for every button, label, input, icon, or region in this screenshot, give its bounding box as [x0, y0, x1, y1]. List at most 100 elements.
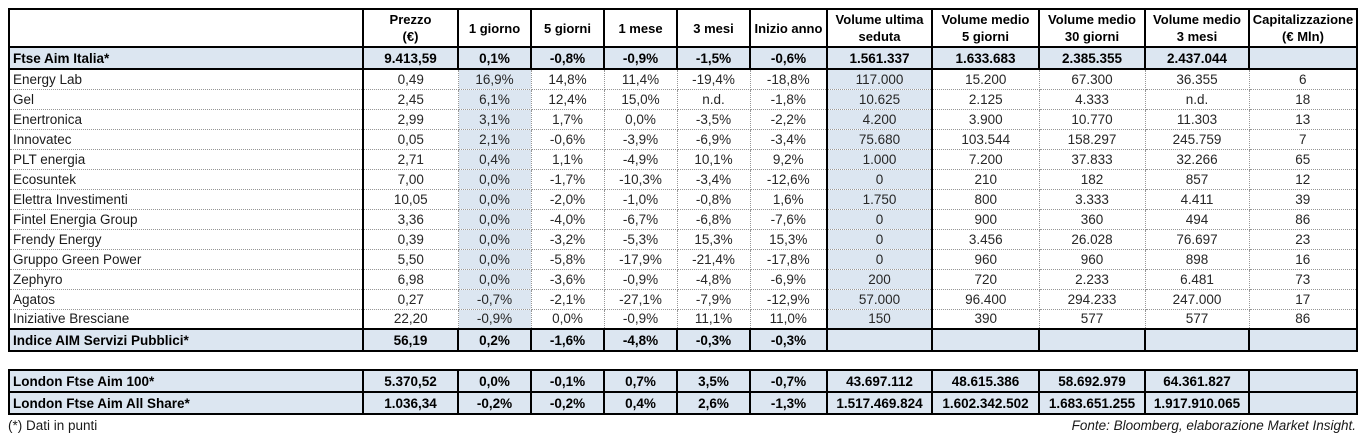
value-cell: 2.437.044: [1145, 46, 1250, 70]
value-cell: -7,6%: [750, 209, 828, 230]
value-cell: -1,6%: [531, 328, 605, 352]
value-cell: -6,7%: [604, 209, 678, 230]
column-header-line2: 5 giorni: [962, 29, 1009, 44]
value-cell: 5.370,52: [362, 369, 459, 393]
value-cell: -3,4%: [677, 169, 751, 190]
value-cell: 3,1%: [458, 109, 532, 130]
value-cell: 857: [1145, 169, 1250, 190]
value-cell: 2,6%: [676, 391, 751, 415]
london-table: London Ftse Aim 100* 5.370,52 0,0% -0,1% 0,7…: [8, 369, 1358, 415]
value-cell: 12,4%: [531, 89, 605, 110]
column-header-line1: 1 giorno: [468, 20, 521, 36]
value-cell: 10,05: [363, 189, 459, 210]
value-cell: -3,6%: [531, 269, 605, 290]
value-cell: 10,1%: [677, 149, 751, 170]
row-label: Innovatec: [9, 129, 364, 150]
value-cell: 182: [1039, 169, 1146, 190]
value-cell: -17,8%: [750, 249, 828, 270]
table-row: Ftse Aim Italia* 9.413,59 0,1% -0,8% -0,9% -1…: [9, 46, 1357, 70]
value-cell: -0,6%: [531, 129, 605, 150]
value-cell: [1248, 369, 1358, 393]
column-header-line2: 3 mesi: [1176, 29, 1218, 44]
aim-italia-table: Prezzo (€) 1 giorno 5 giorni 1 mese 3 mesi Ini…: [8, 8, 1358, 352]
value-cell: 67.300: [1039, 69, 1146, 90]
value-cell: 0,27: [363, 289, 459, 310]
value-cell: -19,4%: [677, 69, 751, 90]
value-cell: -6,9%: [677, 129, 751, 150]
table-row: Indice AIM Servizi Pubblici* 56,19 0,2% -1,…: [9, 328, 1357, 352]
value-cell: -4,9%: [604, 149, 678, 170]
value-cell: 0,0%: [458, 249, 532, 270]
value-cell: -4,8%: [677, 269, 751, 290]
value-cell: -10,3%: [604, 169, 678, 190]
table-row: Ecosuntek 7,00 0,0% -1,7% -10,3% -3,4% -12,6% 0…: [9, 169, 1357, 190]
value-cell: 800: [932, 189, 1040, 210]
value-cell: -0,6%: [750, 46, 828, 70]
value-cell: -3,9%: [604, 129, 678, 150]
value-cell: 6.481: [1145, 269, 1250, 290]
value-cell: -12,6%: [750, 169, 828, 190]
value-cell: 103.544: [932, 129, 1040, 150]
value-cell: 577: [1145, 309, 1250, 330]
value-cell: 4.200: [827, 109, 933, 130]
value-cell: 23: [1249, 229, 1357, 250]
value-cell: 86: [1249, 209, 1357, 230]
value-cell: 390: [932, 309, 1040, 330]
column-header-inizio-anno: Inizio anno: [749, 8, 828, 48]
value-cell: 16,9%: [458, 69, 532, 90]
value-cell: 1,1%: [531, 149, 605, 170]
value-cell: 898: [1145, 249, 1250, 270]
value-cell: 48.615.386: [931, 369, 1040, 393]
value-cell: -0,7%: [458, 289, 532, 310]
value-cell: 2.233: [1039, 269, 1146, 290]
value-cell: 11,4%: [604, 69, 678, 90]
table-row: Agatos 0,27 -0,7% -2,1% -27,1% -7,9% -12,9% 57.…: [9, 289, 1357, 310]
value-cell: 36.355: [1145, 69, 1250, 90]
footer: (*) Dati in punti Fonte: Bloomberg, elab…: [8, 415, 1356, 433]
value-cell: 0,0%: [458, 269, 532, 290]
value-cell: -12,9%: [750, 289, 828, 310]
value-cell: 158.297: [1039, 129, 1146, 150]
value-cell: 0,1%: [458, 46, 532, 70]
header-row: Prezzo (€) 1 giorno 5 giorni 1 mese 3 mesi Ini…: [8, 8, 1358, 48]
row-label: Indice AIM Servizi Pubblici*: [9, 328, 364, 352]
table-row: London Ftse Aim All Share* 1.036,34 -0,2% -…: [8, 391, 1358, 415]
value-cell: 1,6%: [750, 189, 828, 210]
value-cell: 11,0%: [750, 309, 828, 330]
row-label: Iniziative Bresciane: [9, 309, 364, 330]
corner-cell: [8, 8, 364, 48]
value-cell: -1,8%: [750, 89, 828, 110]
value-cell: [1248, 391, 1358, 415]
value-cell: 0,0%: [604, 109, 678, 130]
table-row: London Ftse Aim 100* 5.370,52 0,0% -0,1% 0,7…: [8, 369, 1358, 393]
value-cell: 0,2%: [458, 328, 532, 352]
value-cell: 0,0%: [458, 169, 532, 190]
value-cell: -4,0%: [531, 209, 605, 230]
row-label: Elettra Investimenti: [9, 189, 364, 210]
column-header-line1: 5 giorni: [544, 20, 591, 36]
value-cell: -3,4%: [750, 129, 828, 150]
footnote-dati-in-punti: (*) Dati in punti: [8, 418, 98, 433]
value-cell: -0,9%: [604, 269, 678, 290]
table-row: Innovatec 0,05 2,1% -0,6% -3,9% -6,9% -3,4% 75.…: [9, 129, 1357, 150]
value-cell: 22,20: [363, 309, 459, 330]
column-header-line2: (€): [402, 29, 419, 44]
value-cell: -2,1%: [531, 289, 605, 310]
value-cell: 960: [932, 249, 1040, 270]
value-cell: 2,1%: [458, 129, 532, 150]
value-cell: 1.683.651.255: [1038, 391, 1146, 415]
value-cell: -0,3%: [750, 328, 828, 352]
value-cell: 9,2%: [750, 149, 828, 170]
value-cell: 0: [827, 209, 933, 230]
value-cell: -0,1%: [530, 369, 605, 393]
value-cell: 6,98: [363, 269, 459, 290]
row-label: Enertronica: [9, 109, 364, 130]
value-cell: 2,71: [363, 149, 459, 170]
value-cell: 65: [1249, 149, 1357, 170]
value-cell: -2,0%: [531, 189, 605, 210]
value-cell: 1.561.337: [827, 46, 933, 70]
value-cell: 2,45: [363, 89, 459, 110]
value-cell: 37.833: [1039, 149, 1146, 170]
table-row: Iniziative Bresciane 22,20 -0,9% 0,0% -0,9% 1…: [9, 309, 1357, 330]
value-cell: -1,0%: [604, 189, 678, 210]
